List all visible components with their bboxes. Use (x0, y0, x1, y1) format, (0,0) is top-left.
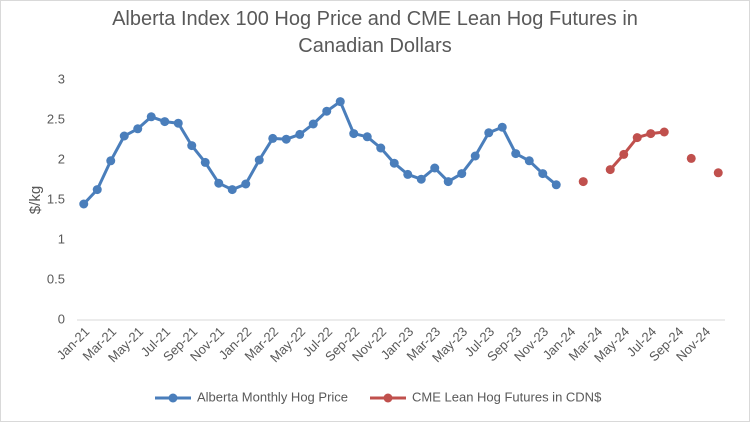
data-point (335, 97, 345, 107)
y-tick-label: 2.5 (47, 111, 65, 126)
data-point (322, 106, 332, 116)
data-point (173, 118, 183, 128)
y-tick-label: 3 (58, 71, 65, 86)
legend-label: Alberta Monthly Hog Price (197, 389, 348, 404)
data-point (214, 178, 224, 188)
legend-marker (168, 393, 178, 403)
data-point (497, 122, 507, 132)
data-point (227, 185, 237, 195)
data-point (187, 141, 197, 151)
data-point (578, 177, 588, 187)
y-tick-label: 1.5 (47, 191, 65, 206)
data-point (524, 156, 534, 166)
data-point (146, 112, 156, 122)
data-point (646, 129, 656, 139)
data-point (403, 169, 413, 179)
y-tick-label: 1 (58, 231, 65, 246)
y-tick-label: 2 (58, 151, 65, 166)
data-point (457, 169, 467, 179)
data-point (106, 156, 116, 166)
data-point (79, 199, 89, 209)
data-point (632, 133, 642, 143)
data-point (686, 153, 696, 163)
chart-title: Alberta Index 100 Hog Price and CME Lean… (112, 8, 638, 57)
data-point (605, 165, 615, 175)
data-point (362, 132, 372, 142)
data-point (295, 129, 305, 139)
data-point (268, 133, 278, 143)
data-point (241, 179, 251, 189)
data-point (308, 119, 318, 129)
legend-label: CME Lean Hog Futures in CDN$ (412, 389, 602, 404)
data-point (200, 157, 210, 167)
data-point (92, 185, 102, 195)
y-axis-label: $/kg (27, 186, 44, 214)
y-tick-label: 0.5 (47, 271, 65, 286)
data-point (511, 149, 521, 159)
data-point (619, 149, 629, 159)
data-point (389, 158, 399, 168)
y-tick-label: 0 (58, 311, 65, 326)
data-point (160, 117, 170, 127)
legend-marker (383, 393, 393, 403)
data-point (119, 131, 129, 141)
data-point (659, 127, 669, 137)
data-point (349, 129, 359, 139)
data-point (443, 177, 453, 187)
data-point (254, 155, 264, 165)
data-point (484, 128, 494, 138)
data-point (470, 151, 480, 161)
data-point (430, 163, 440, 173)
data-point (133, 124, 143, 134)
data-point (281, 134, 291, 144)
data-point (376, 143, 386, 153)
data-point (713, 168, 723, 178)
data-point (538, 169, 548, 179)
data-point (551, 180, 561, 190)
data-point (416, 174, 426, 184)
